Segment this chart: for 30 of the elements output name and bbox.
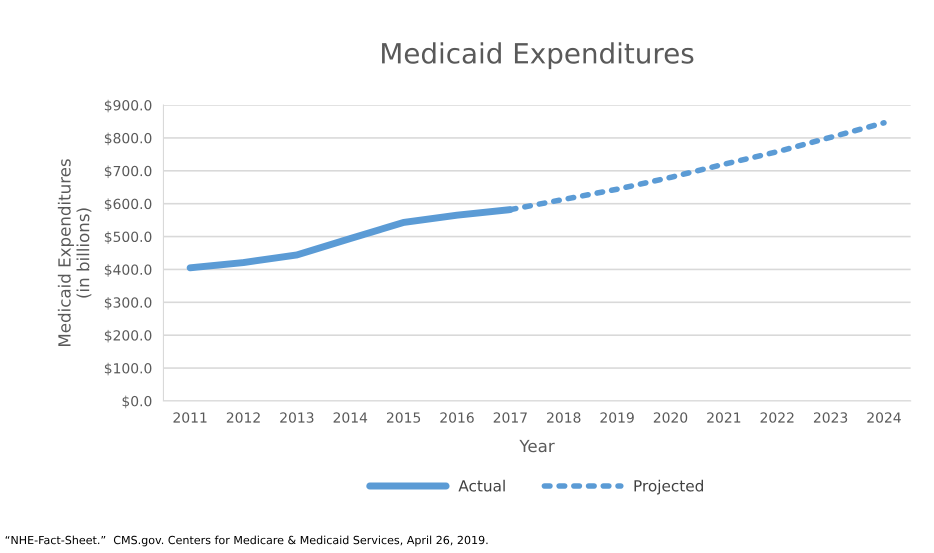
y-axis-title: Medicaid Expenditures (in billions) [58, 159, 92, 346]
x-tick-label: 2017 [494, 412, 527, 423]
x-tick-label: 2012 [226, 412, 260, 423]
x-tick-label: 2020 [654, 412, 688, 423]
y-tick-label: $900.0 [104, 100, 152, 112]
y-tick-label: $700.0 [104, 166, 152, 178]
y-tick-label: $0.0 [122, 396, 152, 408]
chart-title: Medicaid Expenditures [382, 42, 694, 70]
x-tick-label: 2023 [814, 412, 848, 423]
legend-label: Projected [634, 480, 703, 495]
y-tick-label: $500.0 [104, 231, 152, 244]
x-tick-label: 2022 [760, 412, 794, 423]
y-tick-label: $400.0 [104, 264, 152, 277]
x-tick-label: 2021 [707, 412, 740, 423]
x-tick-label: 2018 [547, 412, 580, 423]
x-tick-label: 2013 [280, 412, 314, 423]
x-tick-label: 2011 [173, 412, 207, 423]
y-tick-label: $600.0 [104, 198, 152, 212]
y-tick-label: $100.0 [104, 362, 152, 376]
legend-label: Actual [458, 480, 505, 492]
x-tick-label: 2016 [440, 412, 474, 423]
y-tick-label: $200.0 [104, 330, 152, 342]
x-tick-label: 2015 [386, 412, 420, 423]
y-tick-label: $800.0 [104, 132, 152, 146]
y-tick-label: $300.0 [104, 297, 152, 310]
x-tick-label: 2019 [600, 412, 634, 423]
x-tick-label: 2014 [334, 412, 368, 423]
text: “NHE-Fact-Sheet.” CMS.gov. Centers for Medicare & Medicaid Services, April 26, 2019. [6, 536, 488, 546]
x-tick-label: 2024 [867, 412, 901, 423]
x-axis-title: Year [519, 440, 555, 452]
